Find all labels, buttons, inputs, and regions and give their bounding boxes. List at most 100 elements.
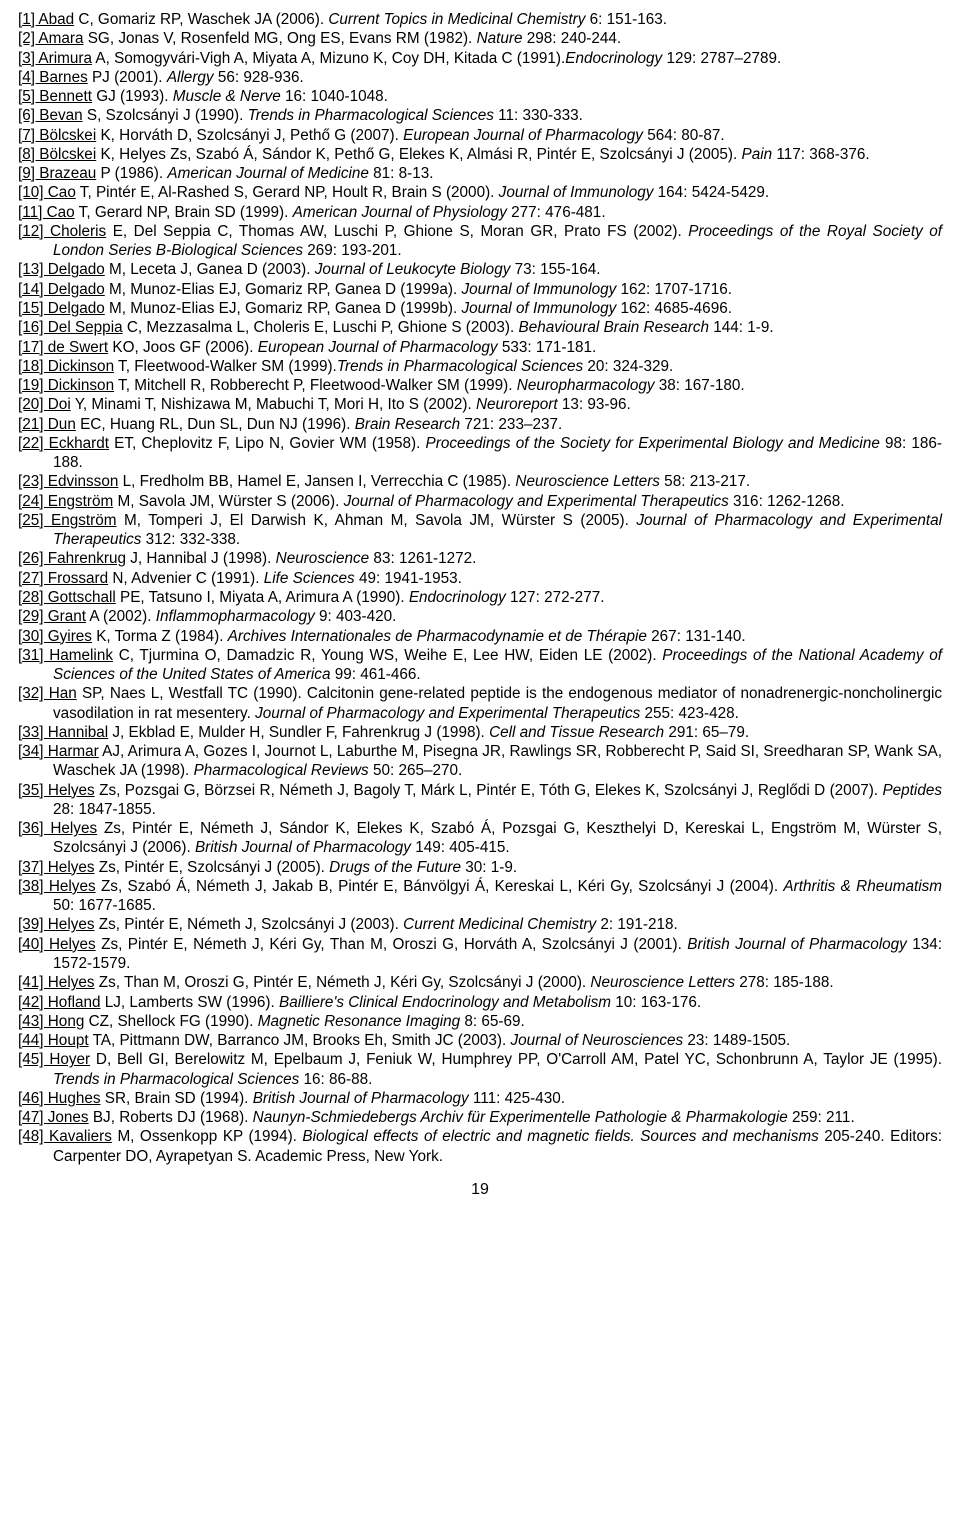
reference-key: [23] Edvinsson [18,473,118,490]
reference-key: [26] Fahrenkrug [18,550,126,567]
journal-title: Muscle & Nerve [173,88,281,105]
reference-item: [1] Abad C, Gomariz RP, Waschek JA (2006… [18,10,942,29]
reference-key: [9] Brazeau [18,165,96,182]
journal-title: Inflammopharmacology [156,608,315,625]
reference-item: [11] Cao T, Gerard NP, Brain SD (1999). … [18,203,942,222]
journal-title: Current Medicinal Chemistry [403,916,596,933]
reference-key: [8] Bölcskei [18,146,96,163]
reference-key: [47] Jones [18,1109,89,1126]
reference-item: [20] Doi Y, Minami T, Nishizawa M, Mabuc… [18,395,942,414]
reference-item: [35] Helyes Zs, Pozsgai G, Börzsei R, Né… [18,781,942,820]
reference-key: [38] Helyes [18,878,96,895]
reference-key: [35] Helyes [18,782,95,799]
reference-item: [8] Bölcskei K, Helyes Zs, Szabó Á, Sánd… [18,145,942,164]
reference-key: [27] Frossard [18,570,108,587]
reference-item: [2] Amara SG, Jonas V, Rosenfeld MG, Ong… [18,29,942,48]
journal-title: Journal of Pharmacology and Experimental… [344,493,729,510]
journal-title: American Journal of Medicine [167,165,369,182]
reference-key: [31] Hamelink [18,647,113,664]
reference-key: [42] Hofland [18,994,101,1011]
reference-item: [23] Edvinsson L, Fredholm BB, Hamel E, … [18,472,942,491]
reference-item: [38] Helyes Zs, Szabó Á, Németh J, Jakab… [18,877,942,916]
reference-key: [10] Cao [18,184,76,201]
journal-title: Cell and Tissue Research [489,724,664,741]
journal-title: American Journal of Physiology [293,204,507,221]
reference-key: [14] Delgado [18,281,105,298]
reference-key: [28] Gottschall [18,589,116,606]
journal-title: Proceedings of the Royal Society of Lond… [53,223,942,259]
journal-title: British Journal of Pharmacology [195,839,411,856]
reference-item: [47] Jones BJ, Roberts DJ (1968). Naunyn… [18,1108,942,1127]
reference-key: [4] Barnes [18,69,88,86]
reference-key: [17] de Swert [18,339,108,356]
page-number: 19 [18,1180,942,1200]
reference-item: [32] Han SP, Naes L, Westfall TC (1990).… [18,684,942,723]
reference-item: [14] Delgado M, Munoz-Elias EJ, Gomariz … [18,280,942,299]
reference-item: [30] Gyires K, Torma Z (1984). Archives … [18,627,942,646]
reference-item: [22] Eckhardt ET, Cheplovitz F, Lipo N, … [18,434,942,473]
reference-item: [29] Grant A (2002). Inflammopharmacolog… [18,607,942,626]
reference-key: [20] Doi [18,396,71,413]
reference-key: [32] Han [18,685,77,702]
reference-key: [16] Del Seppia [18,319,123,336]
reference-item: [6] Bevan S, Szolcsányi J (1990). Trends… [18,106,942,125]
reference-item: [4] Barnes PJ (2001). Allergy 56: 928-93… [18,68,942,87]
journal-title: Brain Research [355,416,460,433]
reference-item: [12] Choleris E, Del Seppia C, Thomas AW… [18,222,942,261]
reference-item: [28] Gottschall PE, Tatsuno I, Miyata A,… [18,588,942,607]
reference-key: [11] Cao [18,204,75,221]
journal-title: Proceedings of the Society for Experimen… [426,435,880,452]
reference-key: [30] Gyires [18,628,92,645]
journal-title: Endocrinology [565,50,662,67]
reference-item: [9] Brazeau P (1986). American Journal o… [18,164,942,183]
reference-item: [17] de Swert KO, Joos GF (2006). Europe… [18,338,942,357]
reference-key: [41] Helyes [18,974,95,991]
reference-item: [21] Dun EC, Huang RL, Dun SL, Dun NJ (1… [18,415,942,434]
reference-key: [7] Bölcskei [18,127,96,144]
journal-title: Current Topics in Medicinal Chemistry [328,11,585,28]
reference-item: [13] Delgado M, Leceta J, Ganea D (2003)… [18,260,942,279]
journal-title: Trends in Pharmacological Sciences [248,107,494,124]
reference-key: [39] Helyes [18,916,95,933]
journal-title: Journal of Immunology [462,300,617,317]
reference-item: [40] Helyes Zs, Pintér E, Németh J, Kéri… [18,935,942,974]
journal-title: Journal of Neurosciences [511,1032,684,1049]
reference-key: [15] Delgado [18,300,105,317]
reference-item: [42] Hofland LJ, Lamberts SW (1996). Bai… [18,993,942,1012]
reference-key: [25] Engström [18,512,117,529]
reference-key: [34] Harmar [18,743,99,760]
reference-key: [48] Kavaliers [18,1128,112,1145]
reference-key: [40] Helyes [18,936,96,953]
reference-key: [12] Choleris [18,223,106,240]
reference-item: [37] Helyes Zs, Pintér E, Szolcsányi J (… [18,858,942,877]
reference-item: [19] Dickinson T, Mitchell R, Robberecht… [18,376,942,395]
journal-title: Behavioural Brain Research [519,319,709,336]
reference-item: [33] Hannibal J, Ekblad E, Mulder H, Sun… [18,723,942,742]
reference-item: [25] Engström M, Tomperi J, El Darwish K… [18,511,942,550]
journal-title: Journal of Pharmacology and Experimental… [255,705,640,722]
reference-item: [45] Hoyer D, Bell GI, Berelowitz M, Epe… [18,1050,942,1089]
journal-title: Naunyn-Schmiedebergs Archiv für Experime… [253,1109,788,1126]
reference-item: [46] Hughes SR, Brain SD (1994). British… [18,1089,942,1108]
reference-item: [26] Fahrenkrug J, Hannibal J (1998). Ne… [18,549,942,568]
reference-item: [27] Frossard N, Advenier C (1991). Life… [18,569,942,588]
journal-title: Endocrinology [409,589,506,606]
reference-key: [36] Helyes [18,820,97,837]
journal-title: British Journal of Pharmacology [687,936,907,953]
reference-key: [3] Arimura [18,50,92,67]
reference-key: [22] Eckhardt [18,435,109,452]
journal-title: Peptides [882,782,942,799]
reference-item: [31] Hamelink C, Tjurmina O, Damadzic R,… [18,646,942,685]
reference-item: [39] Helyes Zs, Pintér E, Németh J, Szol… [18,915,942,934]
journal-title: Life Sciences [264,570,355,587]
reference-item: [15] Delgado M, Munoz-Elias EJ, Gomariz … [18,299,942,318]
reference-key: [1] Abad [18,11,74,28]
journal-title: Arthritis & Rheumatism [783,878,942,895]
reference-key: [5] Bennett [18,88,92,105]
journal-title: Neuroscience [276,550,370,567]
reference-key: [29] Grant [18,608,86,625]
journal-title: Trends in Pharmacological Sciences [53,1071,299,1088]
journal-title: Drugs of the Future [329,859,461,876]
reference-key: [45] Hoyer [18,1051,90,1068]
reference-item: [7] Bölcskei K, Horváth D, Szolcsányi J,… [18,126,942,145]
